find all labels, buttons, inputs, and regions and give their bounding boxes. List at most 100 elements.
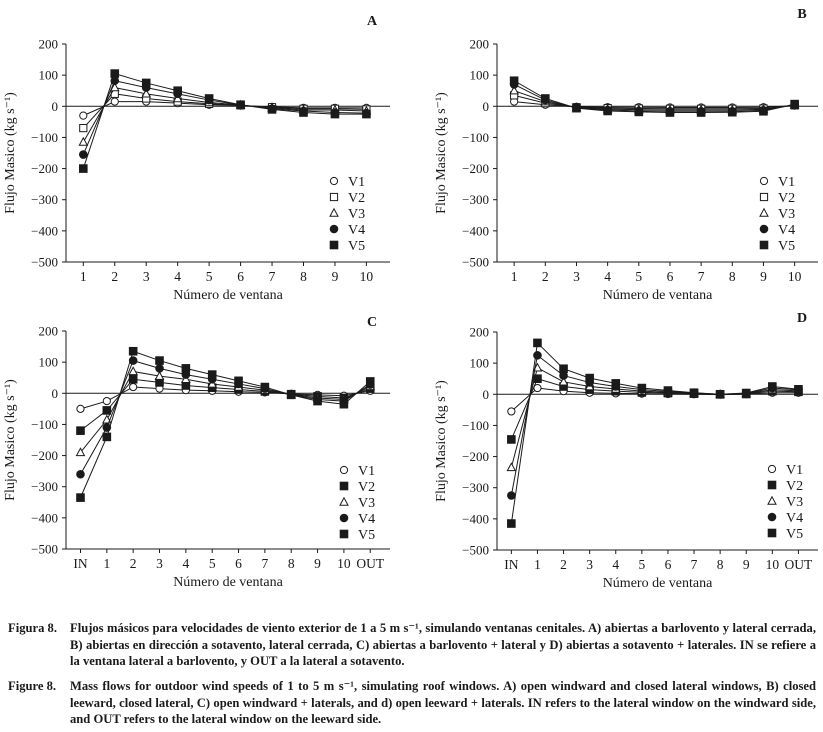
series-line-v2 [510,378,799,440]
y-tick-label: 0 [52,99,59,114]
y-tick-label: −300 [31,192,58,207]
data-point-v5 [339,399,349,409]
series-v5 [76,346,375,502]
series-line-v2 [82,93,367,129]
data-point-v5 [234,376,243,386]
series-line-v4 [510,354,799,496]
legend-marker-v2 [339,481,349,491]
x-tick-label: 5 [206,269,213,284]
data-point-v5 [509,76,519,86]
legend-marker-v5 [767,528,777,538]
data-point-v3 [109,82,120,92]
caption-spanish: Figura 8. Flujos másicos para velocidade… [8,620,816,670]
data-point-v5 [585,373,594,383]
x-tick-label: 6 [667,269,674,284]
y-axis-title: Flujo Masico (kg s⁻¹) [434,380,449,502]
x-tick-label: 9 [332,269,339,284]
series-line-v1 [80,386,371,410]
x-tick-label: 7 [698,269,705,284]
series-line-v5 [510,341,799,524]
x-tick-label: 2 [111,269,118,284]
x-axis-title: Número de ventana [173,288,283,303]
x-tick-label: 3 [586,557,593,572]
data-point-v5 [790,99,799,109]
data-point-v5 [204,94,214,103]
legend-label-v3: V3 [358,496,375,511]
legend-label-v3: V3 [786,495,803,510]
data-point-v5 [173,86,182,96]
x-tick-label: 8 [300,269,307,284]
data-point-v5 [741,388,751,398]
data-point-v1 [79,111,88,120]
data-point-v5 [665,108,675,117]
x-tick-label: 10 [788,269,802,284]
series-v5 [507,338,803,528]
chart-panel-b: −500 −400 −300 −200 −100 0 100 200 1 2 3 4 5 6 7 8 9 10 Nú… [434,7,818,303]
data-point-v5 [507,519,516,528]
data-point-v5 [110,69,120,78]
legend-marker-v2 [329,192,339,202]
legend-marker-v1 [339,465,349,475]
data-point-v5 [267,105,277,114]
caption-english: Figure 8. Mass flows for outdoor wind sp… [8,678,816,728]
data-point-v3 [509,85,519,95]
x-tick-label: 1 [103,556,110,571]
x-tick-label: 6 [237,269,244,284]
x-tick-label: 3 [573,269,580,284]
series-line-v1 [83,101,367,117]
y-tick-label: −400 [462,511,489,526]
data-point-v1 [76,404,85,413]
legend-label-v2: V2 [358,480,375,495]
legend-marker-v3 [329,207,339,217]
data-point-v5 [611,379,621,388]
y-tick-label: −500 [462,543,489,558]
legend-label-v4: V4 [348,223,365,238]
legend-label-v5: V5 [358,528,375,543]
x-tick-label: 5 [209,556,216,571]
data-point-v1 [110,97,119,106]
legend-label-v1: V1 [786,463,803,478]
legend-label-v4: V4 [786,511,803,526]
x-axis-title: Número de ventana [603,288,713,303]
y-tick-label: 100 [470,68,490,83]
x-tick-label: 4 [612,557,619,572]
data-point-v5 [759,106,768,116]
legend-marker-v4 [339,513,349,523]
x-tick-label: 10 [360,269,374,284]
y-tick-label: 100 [39,68,59,83]
series-v2 [76,374,375,435]
x-tick-label: OUT [785,557,813,572]
data-point-v3 [141,88,152,98]
data-point-v1 [507,407,516,416]
series-line-v5 [82,72,367,169]
series-v3 [506,362,804,472]
y-tick-label: −200 [31,448,58,463]
y-axis-title: Flujo Masico (kg s⁻¹) [3,379,18,501]
data-point-v2 [102,406,112,415]
y-tick-label: −400 [462,223,489,238]
legend-label-v1: V1 [358,464,375,479]
series-line-v2 [514,94,795,110]
series-v4 [76,356,375,479]
legend-marker-v3 [767,495,777,505]
y-tick-label: −300 [462,192,489,207]
series-v5 [79,69,371,173]
x-tick-label: 6 [665,557,672,572]
panel-label: D [797,311,807,326]
data-point-v5 [768,382,777,391]
legend-marker-v1 [759,176,769,186]
legend-marker-v4 [759,224,769,234]
data-point-v5 [79,164,88,173]
y-tick-label: −100 [31,130,58,145]
panel-label: C [367,315,377,330]
caption-english-label: Figure 8. [8,679,57,693]
series-line-v1 [514,101,795,109]
series-v3 [509,85,800,114]
y-tick-label: −200 [462,161,489,176]
x-tick-label: 1 [511,269,518,284]
x-tick-label: 6 [235,556,242,571]
data-point-v4 [79,150,88,159]
